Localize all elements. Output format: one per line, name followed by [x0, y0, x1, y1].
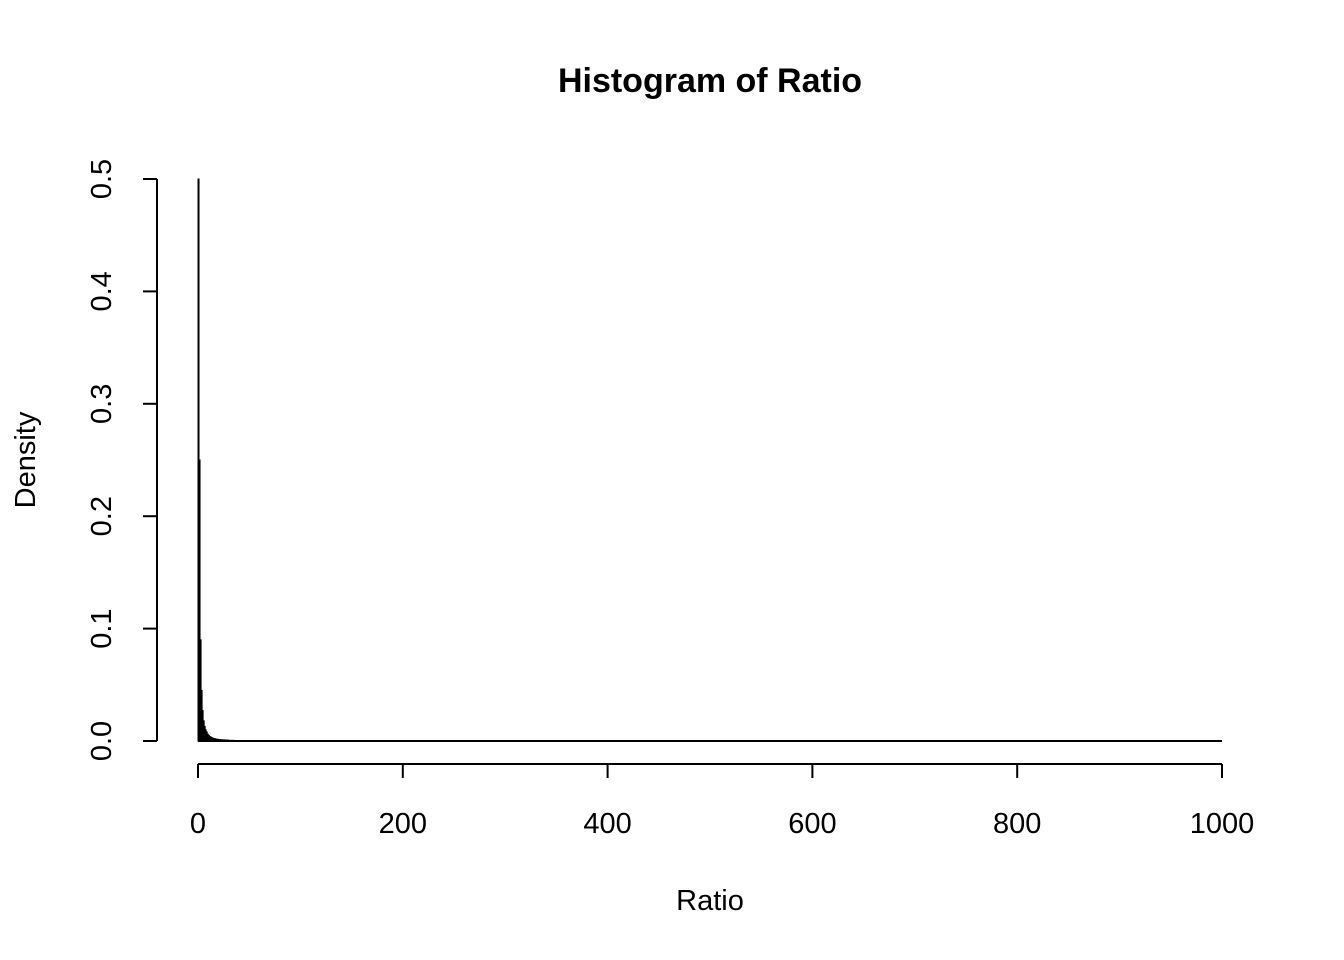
y-tick-label-2: 0.2 [86, 496, 118, 536]
x-tick-label-5: 1000 [1190, 808, 1255, 840]
y-tick-label-3: 0.3 [86, 384, 118, 424]
x-tick-label-3: 600 [788, 808, 836, 840]
x-tick-label-2: 400 [583, 808, 631, 840]
y-tick-label-5: 0.5 [86, 159, 118, 199]
chart-title: Histogram of Ratio [558, 62, 862, 100]
x-axis: 0 200 400 600 800 1000 [190, 763, 1255, 840]
y-tick-label-4: 0.4 [86, 271, 118, 311]
y-axis: 0.0 0.1 0.2 0.3 0.4 0.5 [86, 159, 158, 761]
y-axis-label: Density [10, 411, 42, 508]
histogram-bars [197, 178, 1222, 742]
x-tick-label-1: 200 [379, 808, 427, 840]
y-tick-label-1: 0.1 [86, 608, 118, 648]
y-tick-label-0: 0.0 [86, 721, 118, 761]
x-tick-label-0: 0 [190, 808, 206, 840]
x-tick-label-4: 800 [993, 808, 1041, 840]
x-axis-label: Ratio [676, 885, 744, 917]
